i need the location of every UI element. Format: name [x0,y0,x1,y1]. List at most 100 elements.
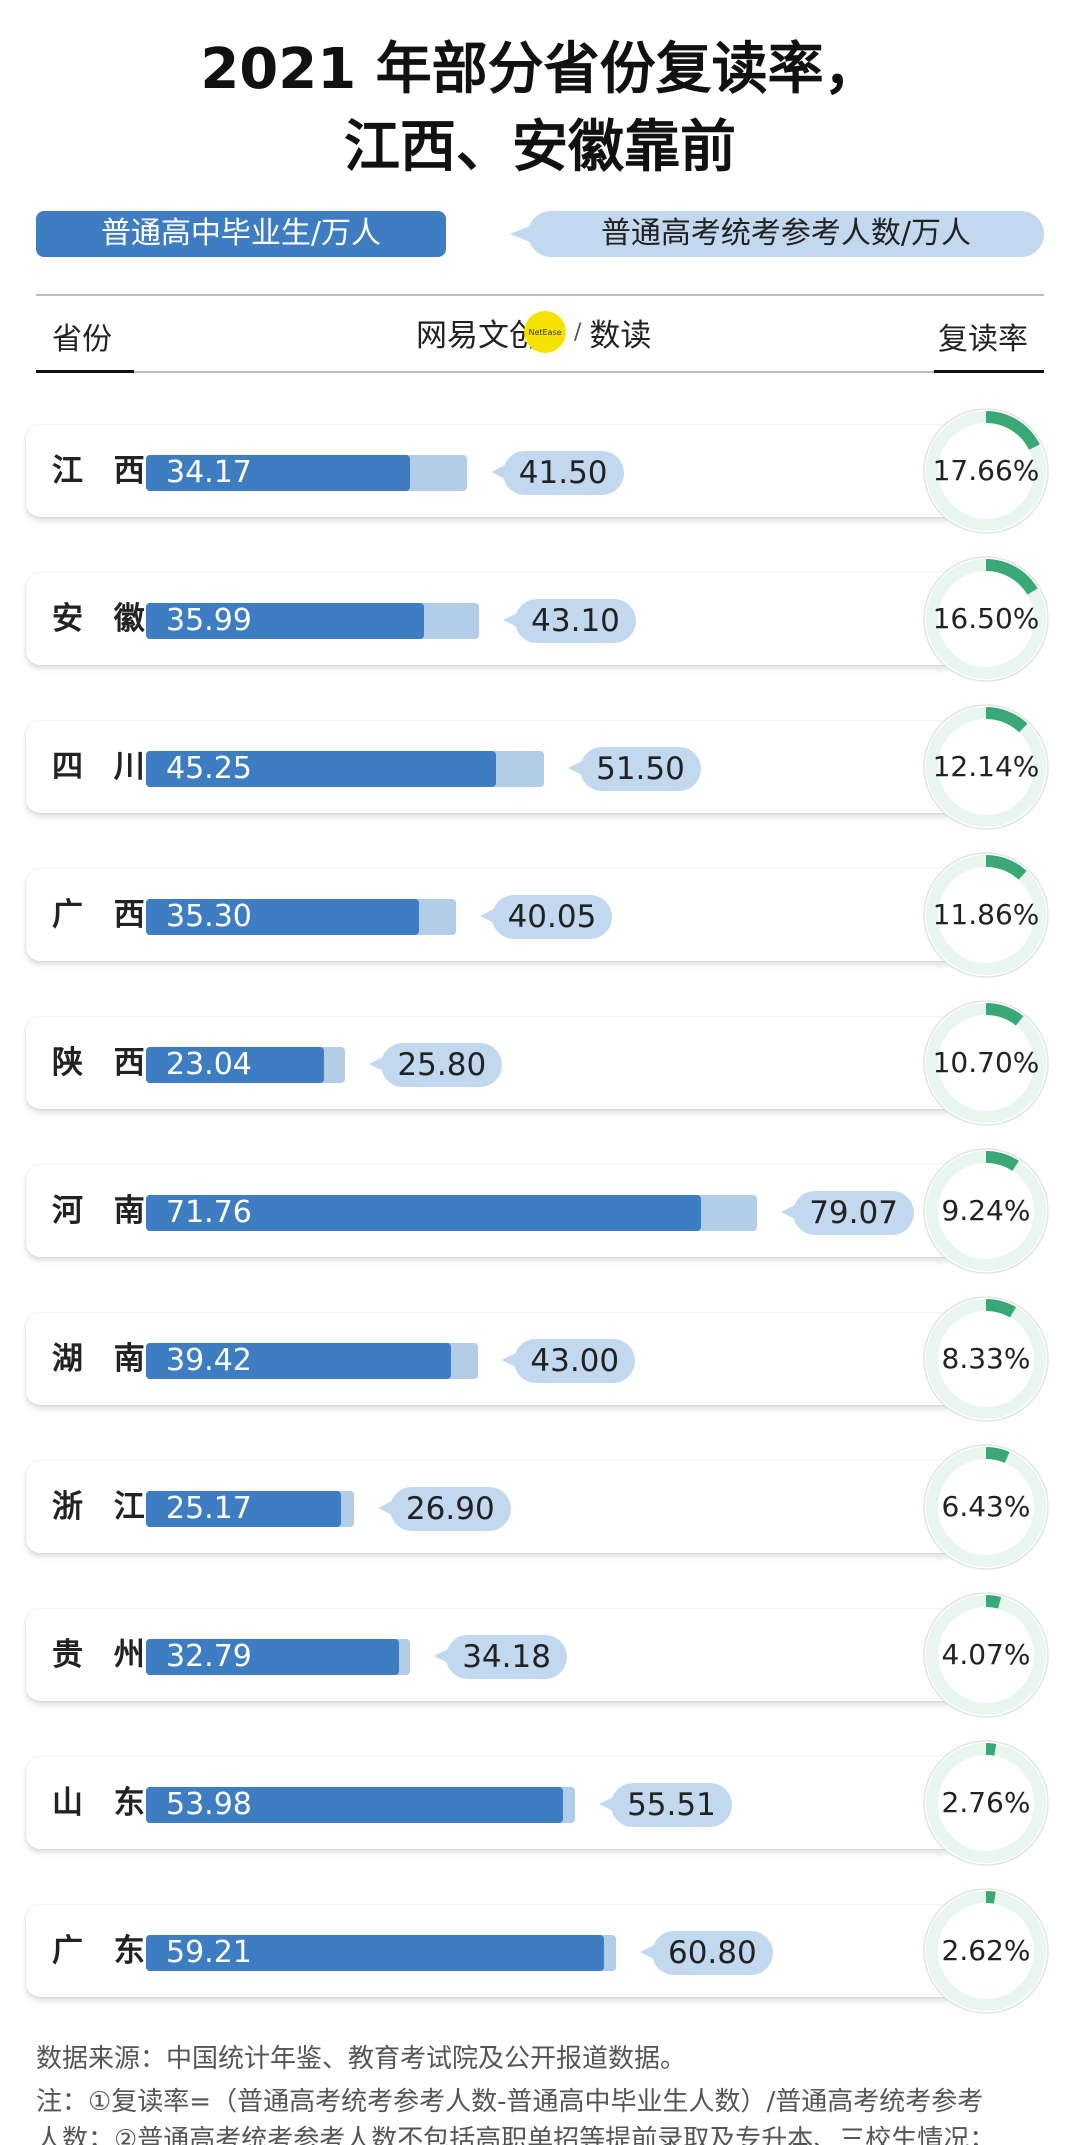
rate-value-label: 9.24% [941,1194,1031,1227]
legend-pointer [510,226,530,242]
graduates-value-label: 25.17 [166,1491,252,1526]
rate-ring-arc [926,1003,1046,1123]
graduates-bar [146,751,496,787]
rate-ring-background [923,1592,1049,1718]
rate-ring: 2.62% [921,1886,1051,2016]
exam-takers-value-label: 43.10 [503,599,636,643]
graduates-bar [146,1343,451,1379]
rate-value-label: 4.07% [941,1638,1031,1671]
rate-ring: 8.33% [921,1294,1051,1424]
province-label: 江 西 [52,453,155,489]
brand-column-name: 数读 [589,317,652,354]
rate-ring-background [923,1888,1049,2014]
table-row: 广 东 59.21 60.80 [26,1905,960,1997]
rate-ring-background [923,1444,1049,1570]
rate-value-label: 17.66% [932,454,1040,487]
rate-ring-graphic [923,1740,1049,1866]
graduates-value-label: 23.04 [166,1047,252,1082]
graduates-bar [146,455,411,491]
rate-ring-graphic [923,704,1049,830]
footnote-line-1: 注：①复读率=（普通高考统考参考人数-普通高中毕业生人数）/普通高考统考参考 [36,2087,984,2117]
rate-ring-graphic [923,1148,1049,1274]
rate-value-label: 12.14% [932,750,1040,783]
graduates-bar [146,1195,701,1231]
rate-ring: 4.07% [921,1590,1051,1720]
rate-ring: 17.66% [921,406,1051,536]
exam-takers-value-label: 41.50 [490,451,624,495]
netease-logo-icon: NetEase [524,311,566,353]
exam-takers-value-label: 79.07 [781,1191,914,1235]
footnote-line-2: 人数；②普通高考统考参考人数不包括高职单招等提前录取及专升本、三校生情况； [36,2125,996,2145]
rate-ring-background [923,408,1049,534]
graduates-bar [146,1639,400,1675]
rate-ring-background [923,1296,1049,1422]
exam-takers-value-label: 40.05 [479,895,613,939]
rate-ring: 11.86% [921,850,1051,980]
province-label: 安 徽 [52,601,155,637]
data-source-note: 数据来源：中国统计年鉴、教育考试院及公开报道数据。 [36,2044,687,2074]
province-label: 广 东 [52,1933,155,1969]
table-row: 广 西 35.30 40.05 [26,869,960,961]
rate-ring-graphic [923,556,1049,682]
graduates-value-label: 45.25 [166,751,252,786]
rate-ring-arc [926,707,1046,827]
province-label: 山 东 [52,1785,155,1821]
graduates-value-label: 71.76 [166,1195,252,1230]
exam-takers-value-label: 43.00 [502,1339,636,1383]
province-label: 河 南 [52,1193,155,1229]
rate-ring: 12.14% [921,702,1051,832]
rate-ring-graphic [923,1296,1049,1422]
rate-ring-arc [926,411,1046,531]
rate-ring-graphic [923,1444,1049,1570]
table-row: 河 南 71.76 79.07 [26,1165,960,1257]
province-label: 湖 南 [52,1341,155,1377]
rate-ring-graphic [923,1888,1049,2014]
legend-exam-takers: 普通高考统考参考人数/万人 [528,211,1044,257]
table-row: 浙 江 25.17 26.90 [26,1461,960,1553]
rate-ring-arc [926,1595,1046,1715]
graduates-bar [146,899,419,935]
brand-name: 网易文创 [416,317,540,354]
table-row: 陕 西 23.04 25.80 [26,1017,960,1109]
rate-ring: 6.43% [921,1442,1051,1572]
header-bottom-divider [36,371,1044,373]
rate-ring-background [923,704,1049,830]
graduates-value-label: 59.21 [166,1935,252,1970]
graduates-bar [146,1047,325,1083]
rate-value-label: 11.86% [932,898,1040,931]
rate-ring-background [923,556,1049,682]
graduates-bar [146,1491,341,1527]
graduates-bar [146,1787,564,1823]
rate-ring-background [923,852,1049,978]
rate-value-label: 10.70% [932,1046,1040,1079]
exam-takers-value-label: 60.80 [639,1931,773,1975]
province-column-header: 省份 [52,322,112,357]
exam-takers-value-label: 26.90 [377,1487,511,1531]
province-label: 陕 西 [52,1045,155,1081]
exam-takers-value-label: 34.18 [434,1635,567,1679]
rate-ring-arc [926,855,1046,975]
rate-ring: 16.50% [921,554,1051,684]
graduates-bar [146,603,425,639]
rate-column-header: 复读率 [938,322,1028,357]
rate-ring-background [923,1148,1049,1274]
province-label: 贵 州 [52,1637,155,1673]
page-title: 2021 年部分省份复读率， [200,37,880,102]
rate-ring-arc [926,1743,1046,1863]
province-header-underline [36,370,134,373]
rate-header-underline [934,370,1044,373]
graduates-value-label: 34.17 [166,455,252,490]
rate-ring-arc [926,1447,1046,1567]
rate-ring: 2.76% [921,1738,1051,1868]
rate-ring-graphic [923,852,1049,978]
rate-ring-background [923,1740,1049,1866]
rate-ring-arc [926,559,1046,679]
header-top-divider [36,294,1044,296]
graduates-bar [146,1935,604,1971]
rate-ring-arc [926,1299,1046,1419]
rate-value-label: 6.43% [941,1490,1031,1523]
province-label: 浙 江 [52,1489,155,1525]
rate-value-label: 16.50% [932,602,1040,635]
graduates-value-label: 32.79 [166,1639,252,1674]
